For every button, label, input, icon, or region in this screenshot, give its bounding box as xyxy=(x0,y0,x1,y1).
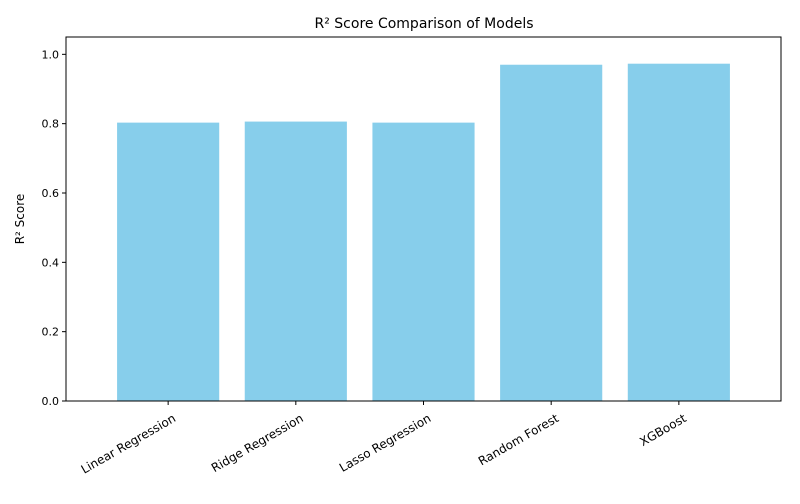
x-tick-label: Ridge Regression xyxy=(209,411,306,475)
bar-ridge-regression xyxy=(244,121,347,401)
y-tick-label: 0.0 xyxy=(42,395,60,408)
bar-xgboost xyxy=(627,63,730,402)
bars-layer xyxy=(117,63,730,402)
y-tick-label: 0.8 xyxy=(42,118,60,131)
y-axis-label: R² Score xyxy=(13,194,27,245)
bar-lasso-regression xyxy=(372,122,475,402)
y-tick-label: 0.6 xyxy=(42,187,60,200)
x-tick-label: Linear Regression xyxy=(79,411,178,476)
x-ticks: Linear Regression Ridge Regression Lasso R… xyxy=(79,401,689,477)
x-tick-label: Lasso Regression xyxy=(337,411,433,475)
y-tick-label: 0.4 xyxy=(42,256,60,269)
y-tick-label: 0.2 xyxy=(42,326,60,339)
y-tick-label: 1.0 xyxy=(42,48,60,61)
bar-linear-regression xyxy=(117,122,220,402)
y-ticks: 0.0 0.2 0.4 0.6 0.8 1.0 xyxy=(42,48,66,408)
chart-title: R² Score Comparison of Models xyxy=(315,16,534,32)
x-tick-label: XGBoost xyxy=(637,411,689,449)
x-tick-label: Random Forest xyxy=(476,411,561,468)
bar-random-forest xyxy=(500,64,603,401)
